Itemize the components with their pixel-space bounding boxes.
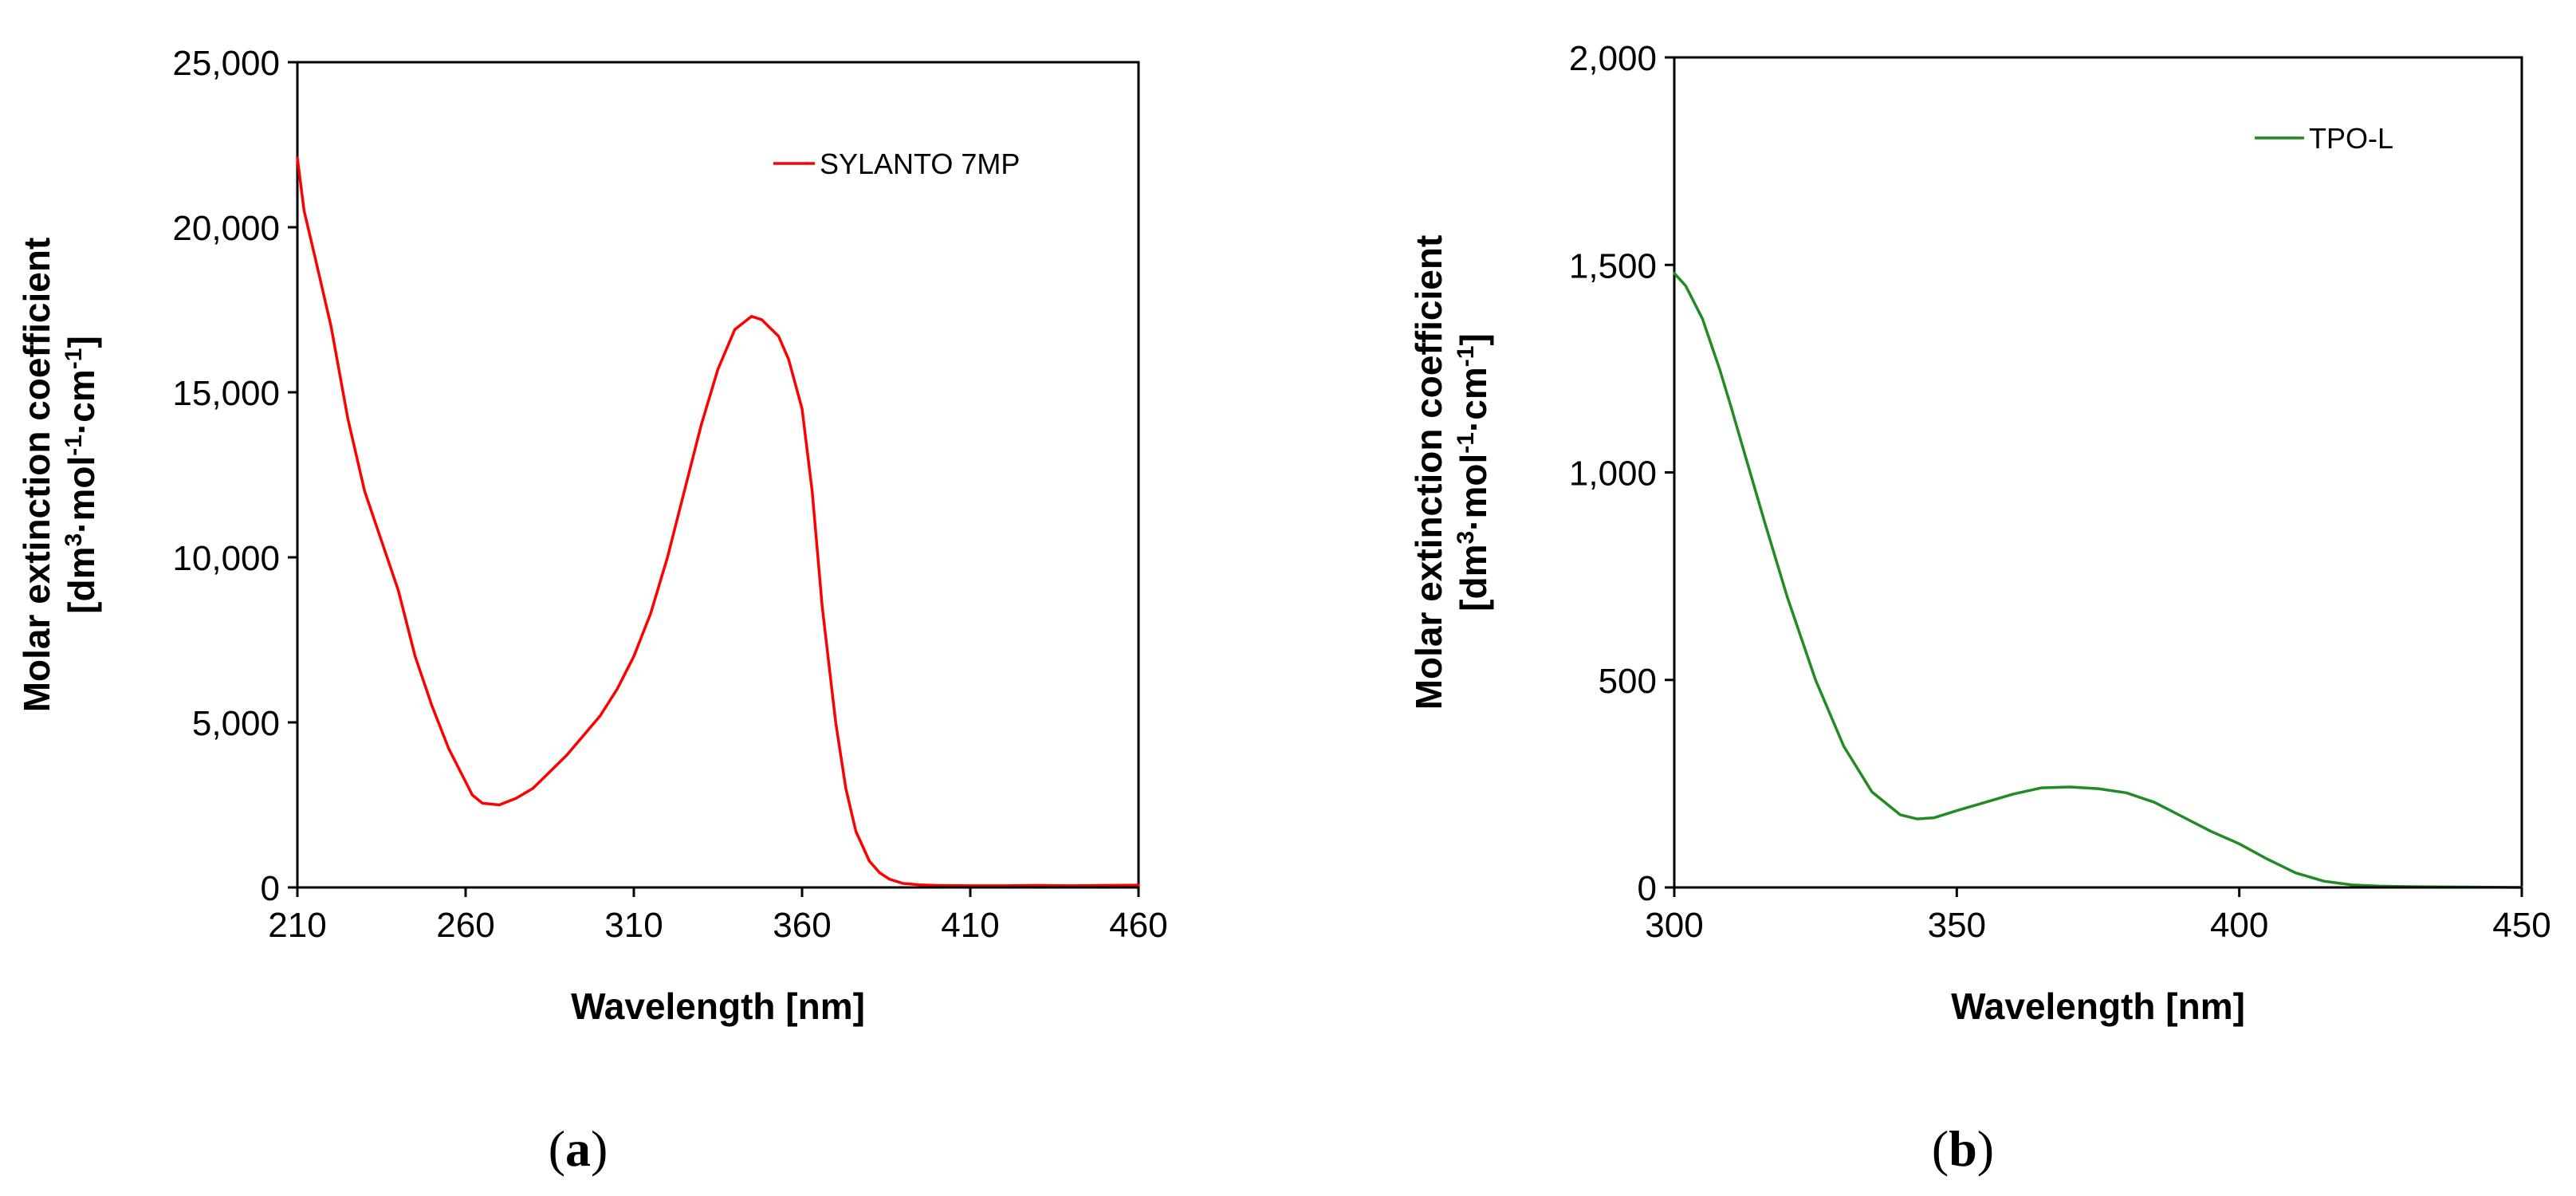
x-tick-label: 260 (436, 906, 494, 945)
y-tick-label: 15,000 (172, 374, 280, 413)
legend-label: TPO-L (2309, 122, 2393, 155)
caption-paren: ( (549, 1120, 565, 1177)
unit-exponent: -1 (1453, 346, 1479, 368)
unit-part: [dm (61, 546, 102, 613)
y-tick-label: 0 (1638, 869, 1657, 908)
caption-paren: ) (1977, 1120, 1994, 1177)
x-tick-label: 450 (2492, 906, 2550, 945)
y-tick-label: 25,000 (172, 44, 280, 83)
y-tick-label: 0 (261, 869, 280, 908)
y-tick-label: 10,000 (172, 539, 280, 578)
y-axis-label: Molar extinction coefficient (1408, 235, 1449, 710)
x-tick-label: 400 (2210, 906, 2268, 945)
x-tick-label: 410 (941, 906, 999, 945)
caption-letter: b (1949, 1120, 1977, 1177)
caption-paren: ) (591, 1120, 608, 1177)
series-line-tpo-l (1673, 271, 2523, 889)
y-tick-label: 20,000 (172, 209, 280, 248)
unit-part: ] (1453, 333, 1494, 345)
caption-paren: ( (1932, 1120, 1949, 1177)
y-tick-label: 2,000 (1569, 39, 1657, 78)
unit-exponent: 3 (61, 533, 87, 547)
x-axis-label: Wavelength [nm] (571, 986, 865, 1027)
x-tick-label: 460 (1109, 906, 1167, 945)
caption-letter: a (565, 1120, 591, 1177)
unit-exponent: -1 (1453, 432, 1479, 454)
plot-frame (296, 61, 1140, 889)
panel-caption: (b) (1932, 1120, 1994, 1177)
unit-part: ·cm (61, 369, 102, 435)
unit-part: ] (61, 336, 102, 348)
y-axis-units: [dm3·mol-1·cm-1] (1453, 333, 1495, 612)
chart-panel-a: SYLANTO 7MP 210 260 310 360 410 460 0 5,000 10,00… (16, 44, 1168, 1177)
x-tick-label: 210 (268, 906, 326, 945)
x-tick-label: 350 (1928, 906, 1986, 945)
unit-part: ·mol (61, 456, 102, 533)
x-tick-label: 300 (1645, 906, 1703, 945)
y-tick-label: 500 (1599, 662, 1657, 701)
unit-exponent: -1 (61, 435, 87, 456)
unit-part: ·mol (1453, 454, 1494, 531)
panel-caption: (a) (549, 1120, 608, 1177)
y-tick-label: 1,000 (1569, 454, 1657, 494)
y-tick-label: 1,500 (1569, 246, 1657, 285)
unit-exponent: -1 (61, 348, 87, 370)
x-axis-label: Wavelength [nm] (1951, 986, 2245, 1027)
legend-label: SYLANTO 7MP (820, 148, 1020, 180)
plot-frame (1673, 56, 2523, 889)
y-axis-units: [dm3·mol-1·cm-1] (61, 336, 103, 614)
x-tick-label: 360 (773, 906, 831, 945)
chart-panel-b: TPO-L 300 350 400 450 0 500 1,000 1,500 2,000 Wave… (1408, 39, 2551, 1177)
y-tick-label: 5,000 (192, 704, 280, 743)
unit-exponent: 3 (1453, 531, 1479, 545)
x-tick-label: 310 (604, 906, 663, 945)
unit-part: [dm (1453, 544, 1494, 611)
series-line-sylanto-7mp (296, 156, 1140, 887)
y-axis-label: Molar extinction coefficient (16, 238, 57, 713)
unit-part: ·cm (1453, 367, 1494, 432)
